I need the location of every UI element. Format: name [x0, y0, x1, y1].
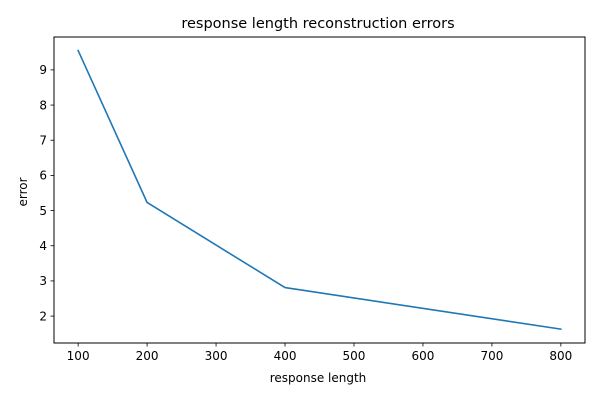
y-tick-label: 3: [39, 274, 47, 288]
y-tick-label: 7: [39, 134, 47, 148]
x-tick-label: 800: [549, 349, 572, 363]
x-axis-ticks: 100 200 300 400 500 600 700 800: [67, 343, 572, 363]
chart-title: response length reconstruction errors: [181, 16, 454, 32]
x-tick-label: 200: [136, 349, 159, 363]
x-tick-label: 400: [274, 349, 297, 363]
plot-frame: [53, 36, 586, 344]
x-axis-title: response length: [270, 371, 367, 385]
x-tick-label: 600: [411, 349, 434, 363]
y-tick-label: 9: [39, 63, 47, 77]
y-tick-label: 6: [39, 169, 47, 183]
x-tick-label: 300: [205, 349, 228, 363]
x-tick-label: 100: [67, 349, 90, 363]
y-axis-ticks: 2 3 4 5 6 7 8 9: [39, 63, 54, 323]
y-axis-title: error: [16, 177, 30, 206]
y-tick-label: 5: [39, 204, 47, 218]
plot-series: [77, 49, 562, 331]
y-tick-label: 2: [39, 309, 47, 323]
x-tick-label: 500: [343, 349, 366, 363]
y-tick-label: 4: [39, 239, 47, 253]
series-line: [77, 49, 562, 331]
y-tick-label: 8: [39, 98, 47, 112]
x-tick-label: 700: [480, 349, 503, 363]
